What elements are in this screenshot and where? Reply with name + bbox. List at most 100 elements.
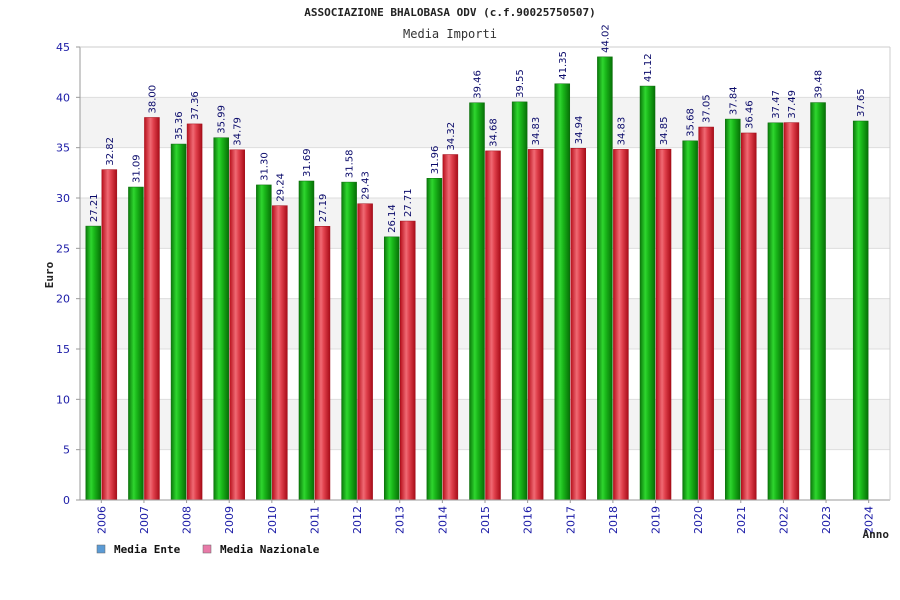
y-tick-label: 40: [56, 91, 70, 104]
value-label: 31.58: [345, 149, 356, 178]
bar-media-nazionale-2017: [570, 148, 587, 501]
value-label: 44.02: [600, 24, 611, 53]
value-label: 31.69: [302, 148, 313, 177]
y-tick-label: 20: [56, 293, 70, 306]
value-label: 34.83: [616, 117, 627, 146]
value-label: 37.65: [856, 88, 867, 117]
bar-media-nazionale-2018: [613, 149, 629, 501]
legend-label-media-nazionale: Media Nazionale: [220, 543, 320, 556]
bar-media-nazionale-2014: [442, 154, 459, 501]
x-tick-label: 2011: [308, 506, 321, 534]
x-axis-ticks: 2006 2007 2008 2009 2010 2011 2012 2013 2014 2015…: [95, 500, 876, 534]
bar-media-nazionale-2008: [186, 123, 203, 501]
value-labels: 27.21 32.82 31.09 38.00 35.36 37.36 35.99 34.79…: [89, 24, 867, 233]
bar-media-ente-2017: [554, 83, 571, 501]
bar-media-ente-2007: [128, 186, 144, 501]
y-tick-label: 45: [56, 41, 70, 54]
bar-media-nazionale-2021: [741, 132, 757, 501]
value-label: 37.05: [702, 94, 713, 123]
bar-media-nazionale-2011: [314, 226, 331, 501]
value-label: 34.85: [659, 117, 670, 146]
bar-media-ente-2013: [383, 236, 400, 501]
y-tick-label: 30: [56, 192, 70, 205]
bar-media-ente-2018: [597, 56, 613, 501]
legend-swatch-media-nazionale: [202, 544, 212, 554]
value-label: 27.21: [89, 193, 100, 222]
value-label: 31.30: [259, 152, 270, 181]
value-label: 31.09: [131, 154, 142, 183]
value-label: 35.99: [217, 105, 228, 134]
bar-media-ente-2019: [639, 85, 656, 501]
y-tick-label: 5: [63, 444, 70, 457]
value-label: 29.24: [275, 173, 286, 202]
x-tick-label: 2006: [95, 506, 108, 534]
value-label: 27.71: [403, 188, 414, 217]
bar-media-ente-2008: [170, 143, 187, 501]
bar-media-ente-2014: [426, 178, 443, 501]
x-tick-label: 2021: [735, 506, 748, 534]
value-label: 37.84: [728, 86, 739, 115]
bar-media-ente-2020: [682, 140, 698, 501]
bar-media-nazionale-2009: [229, 149, 245, 501]
bar-media-ente-2022: [767, 122, 784, 501]
x-tick-label: 2008: [181, 506, 194, 534]
bar-media-nazionale-2010: [272, 205, 288, 501]
bar-media-nazionale-2019: [655, 148, 672, 501]
y-axis-ticks: 0 5 10 15 20 25 30 35 40 45: [56, 41, 80, 507]
bar-media-nazionale-2007: [144, 117, 160, 501]
x-tick-label: 2018: [607, 506, 620, 534]
y-tick-label: 10: [56, 393, 70, 406]
chart-title: ASSOCIAZIONE BHALOBASA ODV (c.f.90025750…: [304, 6, 595, 19]
value-label: 34.32: [446, 122, 457, 151]
bar-media-ente-2012: [341, 181, 357, 501]
y-tick-label: 35: [56, 142, 70, 155]
bar-media-ente-2021: [725, 118, 741, 501]
x-tick-label: 2009: [223, 506, 236, 534]
x-tick-label: 2022: [777, 506, 790, 534]
bar-media-nazionale-2015: [485, 150, 501, 501]
legend-swatch-media-ente: [96, 544, 106, 554]
bar-media-nazionale-2012: [357, 203, 373, 501]
bar-media-nazionale-2022: [783, 122, 800, 501]
bar-media-ente-2016: [511, 101, 528, 501]
value-label: 37.47: [771, 90, 782, 119]
value-label: 39.46: [473, 70, 484, 99]
chart-subtitle: Media Importi: [403, 27, 497, 41]
bar-media-nazionale-2013: [399, 220, 416, 501]
x-tick-label: 2020: [692, 506, 705, 534]
bar-media-ente-2010: [256, 184, 272, 501]
bar-media-nazionale-2016: [527, 149, 544, 501]
bar-media-ente-2015: [469, 102, 485, 501]
value-label: 34.79: [233, 117, 244, 146]
value-label: 36.46: [744, 100, 755, 129]
value-label: 34.83: [531, 117, 542, 146]
value-label: 26.14: [387, 204, 398, 233]
value-label: 39.55: [515, 69, 526, 98]
x-tick-label: 2017: [564, 506, 577, 534]
bars: [85, 56, 869, 501]
value-label: 34.94: [574, 116, 585, 145]
bar-media-ente-2023: [810, 102, 826, 501]
y-tick-label: 0: [63, 494, 70, 507]
x-tick-label: 2010: [266, 506, 279, 534]
value-label: 38.00: [147, 85, 158, 114]
bar-media-ente-2006: [85, 225, 102, 501]
y-axis-label: Euro: [43, 261, 56, 288]
value-label: 37.36: [190, 91, 201, 120]
value-label: 35.68: [686, 108, 697, 137]
x-tick-label: 2014: [436, 506, 449, 534]
value-label: 29.43: [361, 171, 372, 200]
x-tick-label: 2012: [351, 506, 364, 534]
bar-media-ente-2024: [852, 120, 869, 501]
bar-media-ente-2009: [213, 137, 229, 501]
bar-media-nazionale-2020: [698, 126, 714, 501]
value-label: 39.48: [814, 70, 825, 99]
y-tick-label: 25: [56, 242, 70, 255]
value-label: 34.68: [489, 118, 500, 147]
legend-label-media-ente: Media Ente: [114, 543, 181, 556]
value-label: 27.19: [318, 194, 329, 223]
x-tick-label: 2007: [138, 506, 151, 534]
legend: Media Ente Media Nazionale: [96, 543, 320, 556]
x-tick-label: 2015: [479, 506, 492, 534]
value-label: 41.12: [643, 53, 654, 82]
